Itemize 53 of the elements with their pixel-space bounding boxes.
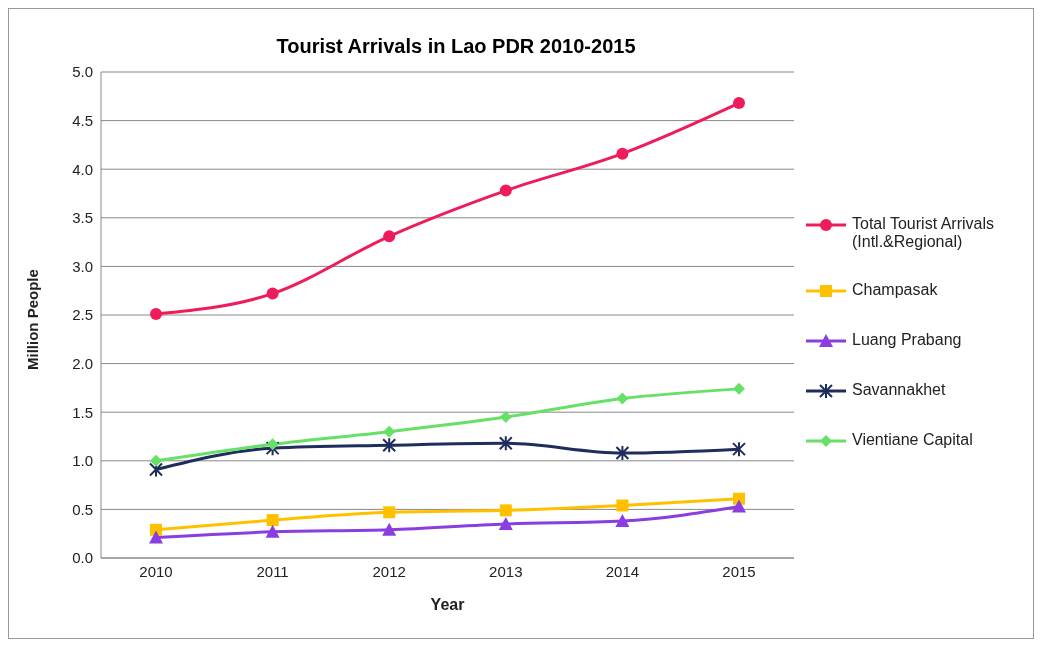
point — [498, 435, 513, 452]
y-tick-label: 1.0 — [72, 452, 93, 470]
y-tick-label: 0.0 — [72, 549, 93, 567]
x-tick-label: 2011 — [256, 562, 289, 580]
y-axis-title: Million People — [24, 269, 42, 370]
point — [383, 425, 396, 438]
x-tick-label: 2012 — [372, 562, 406, 580]
point — [733, 382, 745, 395]
point — [732, 499, 746, 513]
point — [498, 516, 513, 530]
y-tick-label: 3.5 — [72, 209, 93, 227]
x-tick-label: 2014 — [605, 562, 640, 580]
point — [616, 147, 629, 160]
point — [150, 454, 162, 467]
point — [149, 461, 163, 478]
point — [149, 530, 163, 544]
point — [615, 514, 630, 528]
point — [266, 514, 279, 527]
y-tick-label: 3.0 — [72, 257, 93, 275]
point — [499, 411, 512, 424]
x-axis-title: Year — [430, 596, 465, 613]
point — [382, 437, 397, 454]
point — [382, 522, 397, 536]
point — [265, 440, 280, 457]
x-tick-label: 2010 — [139, 562, 173, 580]
legend-label: Savannakhet — [852, 381, 946, 399]
point — [266, 438, 279, 451]
y-tick-label: 4.5 — [72, 111, 93, 129]
y-tick-label: 2.0 — [72, 354, 93, 372]
x-tick-label: 2013 — [489, 562, 523, 580]
point — [616, 392, 629, 405]
y-tick-label: 0.5 — [72, 500, 93, 518]
y-tick-label: 1.5 — [72, 403, 93, 421]
legend-label: Total Tourist Arrivals (Intl.&Regional) — [852, 215, 995, 251]
point — [383, 230, 396, 243]
y-tick-label: 5.0 — [72, 63, 93, 81]
legend-label: Champasak — [852, 281, 938, 299]
legend-label: Vientiane Capital — [852, 431, 973, 449]
point — [266, 287, 279, 300]
point — [616, 499, 629, 512]
point — [150, 308, 162, 321]
point — [499, 184, 512, 197]
chart-title: Tourist Arrivals in Lao PDR 2010-2015 — [275, 35, 637, 58]
legend-label: Luang Prabang — [852, 331, 962, 349]
point — [615, 445, 630, 462]
point — [383, 506, 396, 519]
y-tick-label: 4.0 — [72, 160, 93, 178]
point — [733, 97, 745, 110]
point — [499, 504, 512, 517]
point — [265, 524, 280, 538]
point — [732, 441, 746, 458]
x-tick-label: 2015 — [722, 562, 756, 580]
y-tick-label: 2.5 — [72, 306, 93, 324]
